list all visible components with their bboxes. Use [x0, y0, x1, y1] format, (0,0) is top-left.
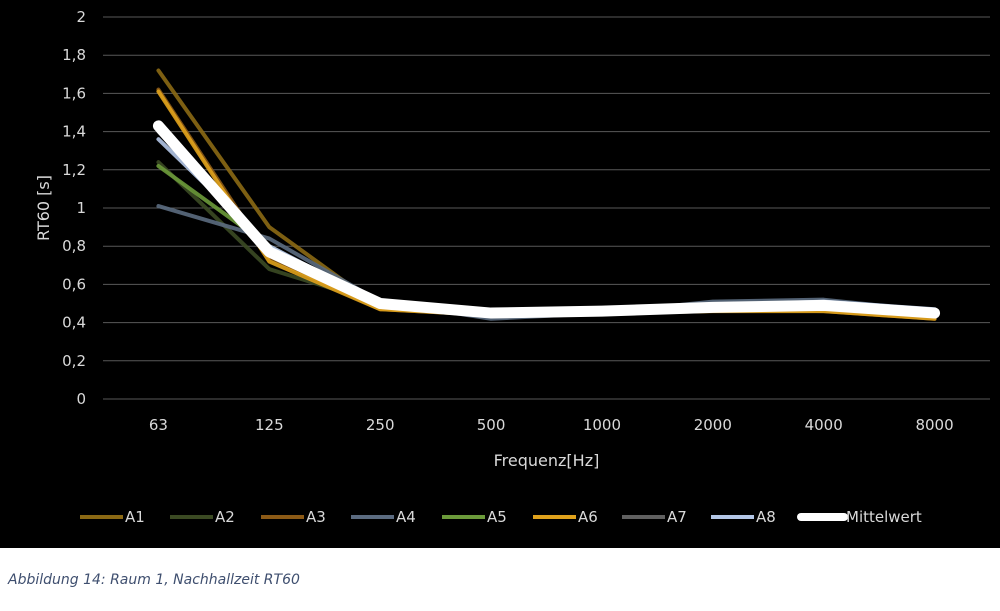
legend-label: A7 [667, 508, 687, 526]
legend-entry-a2: A2 [170, 508, 235, 526]
x-tick-label: 1000 [583, 416, 621, 434]
legend-label: A5 [487, 508, 507, 526]
y-tick-label: 1,2 [62, 161, 86, 179]
legend-label: A2 [215, 508, 235, 526]
figure-caption: Abbildung 14: Raum 1, Nachhallzeit RT60 [8, 572, 300, 588]
legend-label: A6 [578, 508, 598, 526]
legend-entry-a8: A8 [711, 508, 776, 526]
y-tick-label: 0,6 [62, 275, 86, 293]
y-tick-label: 1,6 [62, 84, 86, 102]
x-tick-label: 63 [149, 416, 168, 434]
legend-label: A1 [125, 508, 145, 526]
y-tick-label: 0,4 [62, 314, 86, 332]
legend-entry-a4: A4 [351, 508, 416, 526]
legend-entry-a6: A6 [533, 508, 598, 526]
legend-entry-a7: A7 [622, 508, 687, 526]
x-tick-label: 4000 [805, 416, 843, 434]
y-tick-label: 2 [76, 8, 86, 26]
legend-entry-mittelwert: Mittelwert [797, 508, 922, 526]
y-tick-label: 0 [76, 390, 86, 408]
x-tick-label: 250 [366, 416, 395, 434]
y-tick-label: 1,8 [62, 46, 86, 64]
chart-panel: 0 0,2 0,4 0,6 0,8 1 1,2 1,4 1,6 1,8 2 63 125 250 500 10… [0, 0, 1000, 548]
y-tick-label: 1,4 [62, 123, 86, 141]
x-tick-label: 500 [477, 416, 506, 434]
legend-entry-a5: A5 [442, 508, 507, 526]
y-tick-label: 0,8 [62, 237, 86, 255]
legend-label: A4 [396, 508, 416, 526]
y-tick-label: 1 [76, 199, 86, 217]
legend-entry-a3: A3 [261, 508, 326, 526]
series-line-a2 [156, 160, 937, 316]
series-line-a1 [156, 68, 937, 319]
x-axis-title: Frequenz[Hz] [494, 451, 600, 470]
y-tick-label: 0,2 [62, 352, 86, 370]
line-chart: 0 0,2 0,4 0,6 0,8 1 1,2 1,4 1,6 1,8 2 63 125 250 500 10… [34, 8, 990, 526]
series-line-a8 [156, 137, 937, 316]
x-tick-label: 2000 [694, 416, 732, 434]
x-tick-label: 8000 [915, 416, 953, 434]
legend-entry-a1: A1 [80, 508, 145, 526]
legend-label: A8 [756, 508, 776, 526]
legend-label: Mittelwert [846, 508, 922, 526]
legend-label: A3 [306, 508, 326, 526]
series-line-mittelwert [152, 120, 941, 319]
y-axis-title: RT60 [s] [34, 175, 53, 241]
series-line-a7 [156, 129, 937, 316]
x-tick-label: 125 [255, 416, 284, 434]
